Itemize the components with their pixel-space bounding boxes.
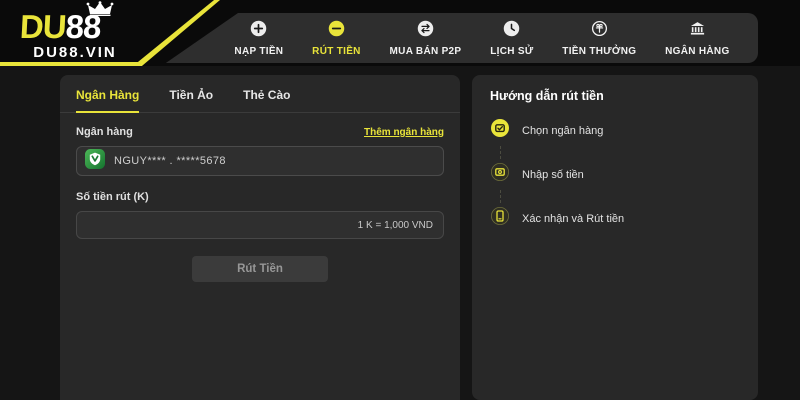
step-connector (500, 146, 501, 159)
amount-input[interactable]: 1 K = 1,000 VND (76, 211, 444, 239)
swap-icon (417, 20, 434, 42)
add-bank-link[interactable]: Thêm ngân hàng (364, 126, 444, 138)
nav-item-p2p[interactable]: MUA BÁN P2P (390, 20, 462, 57)
nav-label: LỊCH SỬ (490, 45, 534, 57)
nav-item-bonus[interactable]: TIỀN THƯỞNG (562, 20, 636, 57)
money-input-icon (490, 162, 510, 187)
step-connector (500, 190, 501, 203)
main-nav: NẠP TIỀN RÚT TIỀN MUA BÁN P2P LỊCH SỬ TI… (150, 13, 758, 63)
plus-circle-icon (250, 20, 267, 42)
nav-label: NẠP TIỀN (234, 45, 284, 57)
nav-item-deposit[interactable]: NẠP TIỀN (234, 20, 283, 57)
nav-item-history[interactable]: LỊCH SỬ (490, 20, 533, 57)
guide-step-label: Nhập số tiền (522, 168, 584, 181)
gift-icon (591, 20, 608, 42)
nav-label: RÚT TIỀN (312, 45, 361, 57)
nav-label: MUA BÁN P2P (389, 45, 462, 57)
minus-circle-icon (328, 20, 345, 42)
nav-item-withdraw[interactable]: RÚT TIỀN (312, 20, 361, 57)
guide-step-3: Xác nhận và Rút tiền (490, 206, 740, 231)
phone-confirm-icon (490, 206, 510, 231)
bank-account-text: NGUY**** . *****5678 (114, 155, 226, 167)
crown-icon (86, 1, 124, 21)
bank-logo-icon (85, 148, 105, 174)
withdraw-submit-button[interactable]: Rút Tiền (192, 256, 328, 282)
guide-step-1: Chọn ngân hàng (490, 118, 740, 143)
bank-select[interactable]: NGUY**** . *****5678 (76, 146, 444, 176)
nav-label: NGÂN HÀNG (665, 45, 730, 57)
bank-field-label: Ngân hàng (76, 126, 133, 138)
tab-card[interactable]: Thẻ Cào (243, 88, 291, 102)
guide-step-2: Nhập số tiền (490, 162, 740, 187)
wallet-check-icon (490, 118, 510, 143)
guide-step-label: Xác nhận và Rút tiền (522, 212, 625, 225)
logo-block: DU88 DU88.VIN (0, 0, 220, 66)
header: NẠP TIỀN RÚT TIỀN MUA BÁN P2P LỊCH SỬ TI… (0, 0, 800, 66)
guide-panel: Hướng dẫn rút tiền Chọn ngân hàng Nhập s… (472, 75, 758, 400)
logo[interactable]: DU88 (19, 8, 102, 45)
nav-item-bank[interactable]: NGÂN HÀNG (665, 20, 729, 57)
amount-field-label: Số tiền rút (K) (76, 191, 149, 203)
withdraw-panel: Ngân Hàng Tiền Ảo Thẻ Cào Ngân hàng Thêm… (60, 75, 460, 400)
logo-domain: DU88.VIN (33, 44, 117, 61)
bank-icon (689, 20, 706, 42)
guide-step-label: Chọn ngân hàng (522, 124, 604, 137)
nav-label: TIỀN THƯỞNG (562, 45, 637, 57)
guide-title: Hướng dẫn rút tiền (490, 89, 604, 103)
tab-crypto[interactable]: Tiền Ảo (169, 88, 214, 102)
rate-hint: 1 K = 1,000 VND (357, 219, 433, 231)
tab-bank[interactable]: Ngân Hàng (76, 88, 140, 113)
withdraw-tabs: Ngân Hàng Tiền Ảo Thẻ Cào (60, 75, 460, 113)
clock-icon (503, 20, 520, 42)
withdraw-form: Ngân hàng Thêm ngân hàng NGUY**** . ****… (60, 113, 460, 295)
